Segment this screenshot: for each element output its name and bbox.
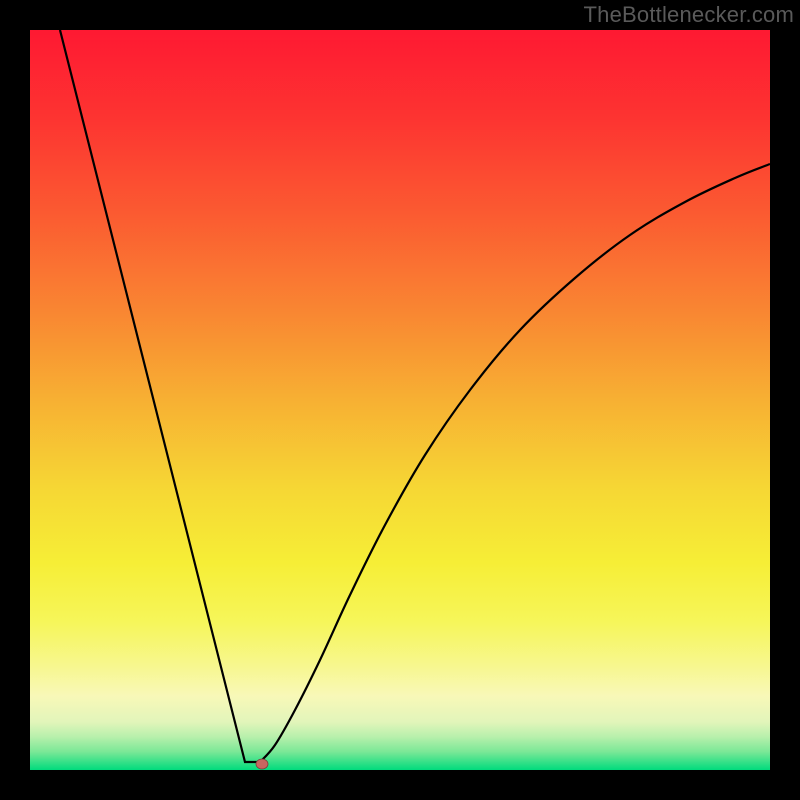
chart-frame: TheBottlenecker.com <box>0 0 800 800</box>
minimum-marker <box>256 759 268 769</box>
gradient-background <box>30 30 770 770</box>
plot-svg <box>30 30 770 770</box>
plot-area <box>30 30 770 770</box>
watermark-text: TheBottlenecker.com <box>584 2 794 28</box>
